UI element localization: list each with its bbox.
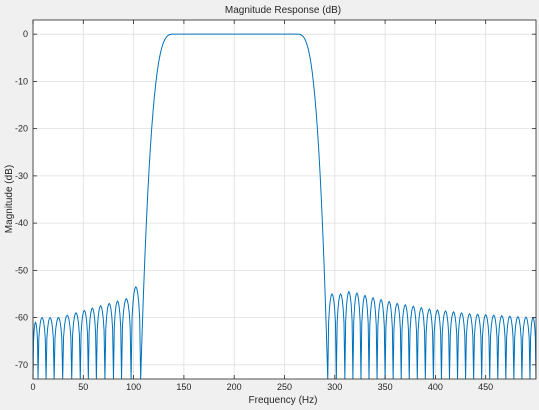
tick-marks [32, 20, 536, 379]
magnitude-response-line [33, 33, 536, 379]
x-tick-label: 0 [30, 382, 35, 392]
y-tick-label: -30 [15, 171, 28, 181]
chart-title: Magnitude Response (dB) [225, 5, 341, 16]
y-tick-label: -60 [15, 313, 28, 323]
y-tick-label: -70 [15, 360, 28, 370]
x-tick-label: 150 [176, 382, 191, 392]
x-tick-label: 350 [378, 382, 393, 392]
y-tick-labels: 0 -10 -20 -30 -40 -50 -60 -70 [15, 29, 28, 370]
x-tick-label: 450 [478, 382, 493, 392]
x-tick-labels: 0 50 100 150 200 250 300 350 400 450 [30, 382, 493, 392]
y-tick-label: 0 [23, 29, 28, 39]
x-tick-label: 300 [327, 382, 342, 392]
x-tick-label: 100 [126, 382, 141, 392]
y-tick-label: -50 [15, 265, 28, 275]
y-axis-label: Magnitude (dB) [4, 165, 15, 233]
y-tick-label: -10 [15, 76, 28, 86]
x-tick-label: 50 [78, 382, 88, 392]
x-tick-label: 400 [428, 382, 443, 392]
x-tick-label: 200 [227, 382, 242, 392]
curve-layer [33, 33, 536, 379]
y-tick-label: -20 [15, 124, 28, 134]
y-tick-label: -40 [15, 218, 28, 228]
x-axis-label: Frequency (Hz) [249, 395, 318, 406]
x-tick-label: 250 [277, 382, 292, 392]
